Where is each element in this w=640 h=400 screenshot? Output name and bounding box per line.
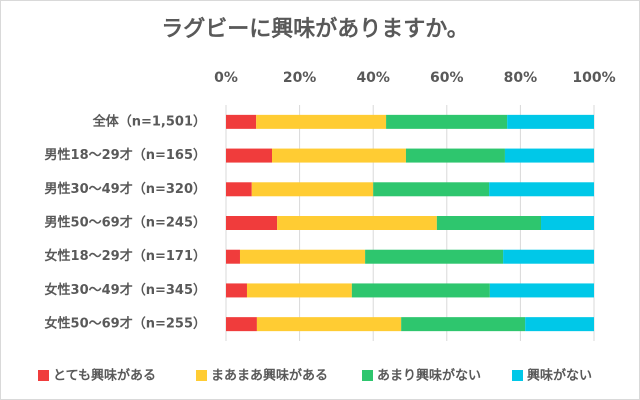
bar-segment — [239, 249, 366, 264]
y-tick-label: 女性30～49才（n=345） — [45, 282, 206, 298]
legend-swatch — [196, 370, 207, 381]
bar-segment — [277, 216, 437, 230]
x-tick-label: 60% — [430, 70, 464, 86]
y-tick-label: 男性30～49才（n=320） — [45, 181, 206, 197]
x-tick-label: 100% — [572, 70, 615, 86]
bar-segment — [256, 317, 402, 332]
bar-segment — [365, 249, 504, 264]
bar-segment — [226, 216, 278, 230]
bar-segment — [525, 317, 594, 332]
x-tick-label: 40% — [356, 70, 390, 86]
legend-swatch — [362, 370, 373, 381]
bar-segment — [401, 317, 526, 332]
bar-segment — [351, 283, 490, 298]
legend-swatch — [38, 370, 49, 381]
x-tick-label: 20% — [283, 70, 317, 86]
bar-segment — [246, 283, 352, 298]
bar-segment — [507, 114, 594, 129]
bar-segment — [373, 182, 490, 197]
bar-segment — [503, 249, 594, 264]
bar-segment — [226, 148, 272, 163]
bar-segment — [405, 148, 505, 163]
legend-label: とても興味がある — [53, 368, 156, 384]
bar-segment — [256, 114, 387, 129]
y-tick-label: 男性18～29才（n=165） — [45, 147, 206, 163]
y-tick-label: 全体（n=1,501） — [92, 113, 206, 129]
bar-segment — [272, 148, 406, 163]
legend-label: 興味がない — [527, 368, 592, 384]
x-tick-label: 0% — [214, 70, 238, 86]
bar-segment — [436, 216, 542, 230]
y-tick-label: 女性50～69才（n=255） — [45, 316, 206, 332]
bar-segment — [226, 317, 257, 332]
bar-segment — [489, 182, 594, 197]
bar-segment — [226, 114, 257, 129]
bar-segment — [226, 182, 252, 197]
x-tick-label: 80% — [504, 70, 538, 86]
legend-label: あまり興味がない — [377, 368, 481, 384]
legend-label: まあまあ興味がある — [211, 368, 328, 384]
bar-segment — [251, 182, 374, 197]
bar-segment — [226, 283, 247, 298]
bar-segment — [504, 148, 594, 163]
legend-swatch — [512, 370, 523, 381]
bar-segment — [226, 249, 240, 264]
y-tick-label: 男性50～69才（n=245） — [45, 215, 206, 231]
y-tick-label: 女性18～29才（n=171） — [45, 248, 206, 264]
bar-segment — [386, 114, 508, 129]
bar-segment — [541, 216, 594, 230]
bar-segment — [489, 283, 594, 298]
chart-title: ラグビーに興味がありますか。 — [161, 16, 469, 42]
